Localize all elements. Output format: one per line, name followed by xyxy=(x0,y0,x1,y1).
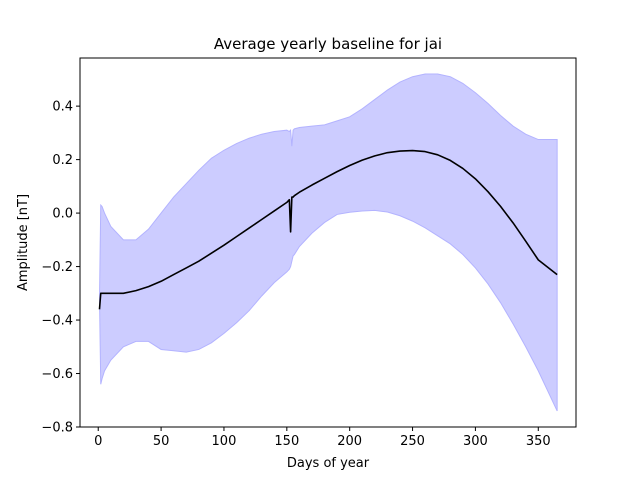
x-axis-ticks: 0 50 100 150 200 250 300 350 xyxy=(94,427,551,449)
x-tick-label: 350 xyxy=(526,434,551,449)
y-tick-label: 0.0 xyxy=(52,207,73,222)
y-tick-label: −0.8 xyxy=(41,421,73,436)
confidence-band-layer xyxy=(98,73,558,412)
mean-baseline-line xyxy=(98,149,558,310)
y-axis-ticks: −0.8 −0.6 −0.4 −0.2 0.0 0.2 0.4 xyxy=(41,100,80,436)
mean-line-layer xyxy=(98,149,558,310)
x-tick-label: 300 xyxy=(463,434,488,449)
chart-title: Average yearly baseline for jai xyxy=(214,35,442,53)
x-axis-label: Days of year xyxy=(287,456,370,471)
x-tick-label: 50 xyxy=(153,434,170,449)
y-axis-label: Amplitude [nT] xyxy=(16,194,31,291)
y-tick-label: −0.6 xyxy=(41,367,73,382)
y-tick-label: −0.4 xyxy=(41,314,73,329)
x-tick-label: 100 xyxy=(212,434,237,449)
x-tick-label: 150 xyxy=(274,434,299,449)
y-tick-label: 0.4 xyxy=(52,100,73,115)
x-tick-label: 200 xyxy=(337,434,362,449)
y-tick-label: 0.2 xyxy=(52,153,73,168)
std-deviation-band xyxy=(98,73,558,412)
plot-area-frame xyxy=(79,57,577,428)
y-tick-label: −0.2 xyxy=(41,260,73,275)
x-tick-label: 250 xyxy=(400,434,425,449)
x-tick-label: 0 xyxy=(94,434,102,449)
